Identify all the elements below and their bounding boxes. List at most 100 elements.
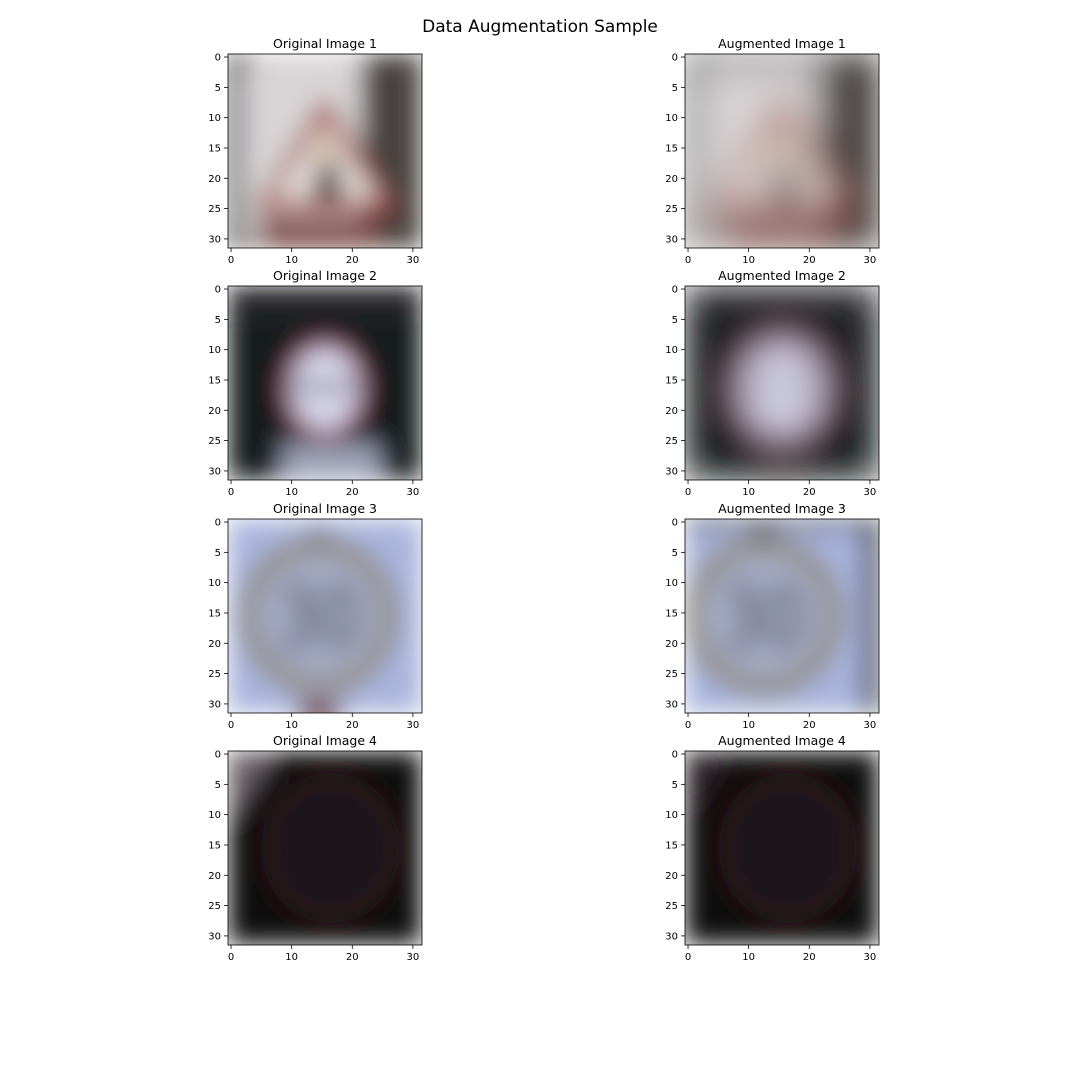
subplot-image: 30 <box>228 519 422 713</box>
sign-face <box>270 120 380 200</box>
x-tick-label: 10 <box>285 255 298 266</box>
y-tick-label: 5 <box>215 315 221 326</box>
y-tick-label: 30 <box>208 931 221 942</box>
x-tick-label: 10 <box>285 487 298 498</box>
y-tick-label: 10 <box>665 578 678 589</box>
x-tick-label: 0 <box>228 952 234 963</box>
subplot-panel: Augmented Image 1 0 10 20 30 0 5 10 15 20 25 30 <box>665 36 880 266</box>
x-tick-label: 20 <box>803 720 816 731</box>
sign-number: 70 <box>745 800 830 895</box>
subplot-title: Original Image 2 <box>273 268 377 283</box>
x-tick-label: 30 <box>407 720 420 731</box>
y-tick-label: 5 <box>672 83 678 94</box>
sign-face <box>727 120 837 200</box>
y-tick-label: 10 <box>208 113 221 124</box>
y-tick-label: 20 <box>665 174 678 185</box>
x-tick-label: 10 <box>285 720 298 731</box>
x-tick-label: 0 <box>685 487 691 498</box>
image-region <box>294 700 344 713</box>
transform-padding <box>863 519 879 713</box>
image-region <box>228 54 247 248</box>
subplot-title: Original Image 1 <box>273 36 377 51</box>
y-tick-label: 0 <box>672 53 678 64</box>
x-tick-label: 0 <box>685 255 691 266</box>
y-tick-label: 25 <box>665 436 678 447</box>
image-pixels <box>228 286 422 480</box>
y-tick-label: 10 <box>665 113 678 124</box>
transform-padding <box>830 238 879 248</box>
x-tick-label: 20 <box>346 952 359 963</box>
x-tick-label: 20 <box>803 487 816 498</box>
image-region <box>685 286 879 323</box>
transform-padding <box>866 54 879 248</box>
image-region <box>243 66 251 236</box>
sign-face <box>273 784 389 912</box>
y-tick-label: 15 <box>208 143 221 154</box>
y-tick-label: 30 <box>665 466 678 477</box>
image-region <box>700 66 708 236</box>
y-tick-label: 20 <box>665 406 678 417</box>
image-region <box>361 54 422 248</box>
y-tick-label: 10 <box>208 578 221 589</box>
y-tick-label: 15 <box>665 840 678 851</box>
subplot-image <box>685 286 879 480</box>
image-pixels <box>685 54 879 248</box>
x-tick-label: 10 <box>742 720 755 731</box>
y-tick-label: 25 <box>208 436 221 447</box>
transform-padding <box>685 54 879 79</box>
image-region <box>715 217 837 248</box>
axes-frame <box>227 750 423 946</box>
y-tick-label: 30 <box>208 466 221 477</box>
subplot-title: Augmented Image 1 <box>718 36 846 51</box>
axes-frame <box>227 53 423 249</box>
y-tick-label: 0 <box>215 750 221 761</box>
y-tick-label: 10 <box>208 810 221 821</box>
subplot-title: Augmented Image 3 <box>718 501 846 516</box>
x-tick-label: 10 <box>742 487 755 498</box>
sign-number: 70 <box>288 800 373 895</box>
y-tick-label: 30 <box>665 234 678 245</box>
x-tick-label: 30 <box>864 952 877 963</box>
y-tick-label: 30 <box>665 699 678 710</box>
y-tick-label: 20 <box>665 639 678 650</box>
y-tick-label: 5 <box>672 548 678 559</box>
subplot-panel: Original Image 4 70 0 10 20 30 0 5 10 15 20 25 30 <box>208 733 423 963</box>
y-tick-label: 10 <box>665 345 678 356</box>
y-tick-label: 5 <box>215 83 221 94</box>
y-tick-label: 0 <box>672 285 678 296</box>
x-tick-label: 30 <box>864 487 877 498</box>
y-tick-label: 30 <box>208 699 221 710</box>
x-tick-label: 30 <box>407 952 420 963</box>
image-region <box>685 54 704 248</box>
sign-face <box>700 552 828 680</box>
x-tick-label: 30 <box>407 255 420 266</box>
y-tick-label: 25 <box>208 669 221 680</box>
subplot-panel: Augmented Image 4 70 0 10 20 30 0 5 10 15 20 25 30 <box>665 733 880 963</box>
image-pixels <box>685 286 879 480</box>
x-tick-label: 20 <box>346 255 359 266</box>
axes-frame <box>684 53 880 249</box>
image-region <box>228 751 277 824</box>
image-pixels: 70 <box>228 751 422 945</box>
y-tick-label: 25 <box>665 669 678 680</box>
y-tick-label: 15 <box>665 608 678 619</box>
y-tick-label: 30 <box>665 931 678 942</box>
subplot-title: Original Image 3 <box>273 501 377 516</box>
image-region <box>685 751 734 824</box>
x-tick-label: 20 <box>803 952 816 963</box>
x-tick-label: 0 <box>228 487 234 498</box>
y-tick-label: 0 <box>215 518 221 529</box>
y-tick-label: 30 <box>208 234 221 245</box>
sign-symbol <box>318 152 335 160</box>
y-tick-label: 0 <box>215 53 221 64</box>
y-tick-label: 25 <box>665 901 678 912</box>
y-tick-label: 25 <box>665 204 678 215</box>
sign-number: 30 <box>276 571 361 666</box>
subplot-image <box>228 54 422 248</box>
y-tick-label: 20 <box>208 871 221 882</box>
image-pixels: 30 <box>685 519 879 713</box>
subplot-image: 30 <box>685 519 879 713</box>
image-pixels <box>228 54 422 248</box>
y-tick-label: 25 <box>208 204 221 215</box>
